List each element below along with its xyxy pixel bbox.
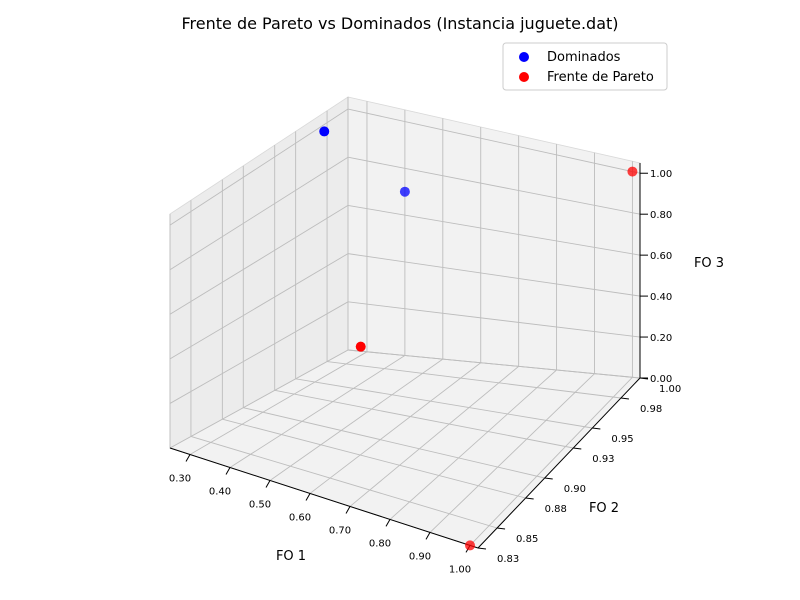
z-grid-back-1 [347,301,641,338]
x-grid-floor-6 [429,373,595,533]
x-tick-5 [385,519,391,527]
legend: Dominados Frente de Pareto [502,42,668,91]
y-grid-floor-2 [222,418,526,499]
legend-marker-frente-de-pareto [519,72,529,82]
data-points [319,126,638,551]
z-grid-back-0 [347,349,641,379]
z-tick-label-1: 0.20 [650,333,672,344]
x-tick-label-2: 0.50 [249,499,271,510]
dominados-point-1 [399,186,410,197]
x-grid-floor-5 [389,369,557,520]
x-tick-label-4: 0.70 [329,525,351,536]
y-tick-2 [525,497,534,500]
z-grid-back-4 [347,156,641,215]
y-tick-1 [496,527,506,530]
z-axis-label: FO 3 [694,256,724,271]
z-tick-label-0: 0.00 [650,374,672,385]
x-tick-label-7: 1.00 [449,564,471,575]
x-grid-floor-2 [269,358,444,481]
z-grid-back-3 [347,204,641,256]
frente-de-pareto-point-2 [355,341,366,352]
x-grid-floor-4 [349,366,519,507]
x-tick-label-3: 0.60 [289,512,311,523]
tick-marks: 0.30 0.40 0.50 0.60 0.70 0.80 0.90 1.00 0.83 0.85… [169,169,681,575]
z-tick-label-3: 0.60 [650,251,672,262]
y-tick-5 [592,427,601,430]
z-grid-left-4 [169,156,349,271]
z-grid-left-1 [169,301,349,404]
z-tick-label-2: 0.40 [650,292,672,303]
x-tick-3 [305,493,311,501]
axis-lines [169,163,641,549]
frente-de-pareto-point-0 [465,540,475,551]
x-tick-label-0: 0.30 [169,473,191,484]
back-pane [347,96,641,379]
y-grid-floor-6 [327,361,621,399]
legend-label-dominados: Dominados [547,50,621,65]
y-grid-floor-3 [243,407,545,479]
y-axis-label: FO 2 [589,501,619,516]
y-tick-label-3: 0.90 [564,484,586,495]
y-tick-3 [544,477,553,480]
z-grid-left-0 [169,349,349,449]
dominados-point-0 [319,126,330,137]
legend-marker-dominados [519,52,529,62]
x-tick-1 [225,467,231,475]
y-tick-label-5: 0.95 [611,434,633,445]
frente-de-pareto-point-1 [627,166,638,177]
x-tick-6 [425,532,431,540]
x-grid-floor-7 [469,376,633,546]
y-tick-label-1: 0.85 [516,534,538,545]
x-tick-label-6: 0.90 [409,551,431,562]
x-tick-0 [185,454,191,462]
y-tick-label-6: 0.98 [640,404,662,415]
z-grid-back-5 [347,108,641,174]
z-tick-label-4: 0.80 [650,210,672,221]
y-tick-label-2: 0.88 [545,504,567,515]
chart-title: Frente de Pareto vs Dominados (Instancia… [181,14,618,33]
x-grid-floor-3 [309,362,482,494]
z-grid-back-2 [347,253,641,297]
y-tick-label-0: 0.83 [497,554,519,565]
x-axis-label: FO 1 [276,549,306,564]
y-tick-4 [573,447,582,450]
z-tick-label-5: 1.00 [650,169,672,180]
y-tick-label-7: 1.00 [659,384,681,395]
y-grid-floor-1 [190,436,498,529]
x-grid-floor-0 [189,351,368,455]
z-grid-left-5 [169,108,349,226]
x-tick-4 [345,506,351,514]
x-grid-floor-1 [229,355,406,468]
z-grid-left-2 [169,253,349,360]
legend-box [502,42,668,91]
z-grid-left-3 [169,205,349,315]
y-tick-label-4: 0.93 [592,454,614,465]
y-axis-line [477,377,641,549]
axis-panes [168,96,641,549]
x-tick-label-1: 0.40 [209,486,231,497]
legend-label-frente-de-pareto: Frente de Pareto [547,70,654,85]
x-axis-line [169,447,479,549]
x-tick-2 [265,480,271,488]
y-grid-floor-5 [295,378,593,429]
y-grid-floor-4 [274,389,574,449]
x-tick-label-5: 0.80 [369,538,391,549]
y-tick-0 [477,547,487,550]
y-tick-6 [620,397,630,400]
